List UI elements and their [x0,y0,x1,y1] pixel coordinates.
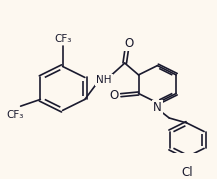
Text: CF₃: CF₃ [54,34,71,44]
Text: O: O [124,37,133,50]
Text: N: N [153,101,162,114]
Text: O: O [109,89,118,102]
Text: CF₃: CF₃ [6,110,23,120]
Text: NH: NH [96,75,112,85]
Text: Cl: Cl [181,166,193,179]
